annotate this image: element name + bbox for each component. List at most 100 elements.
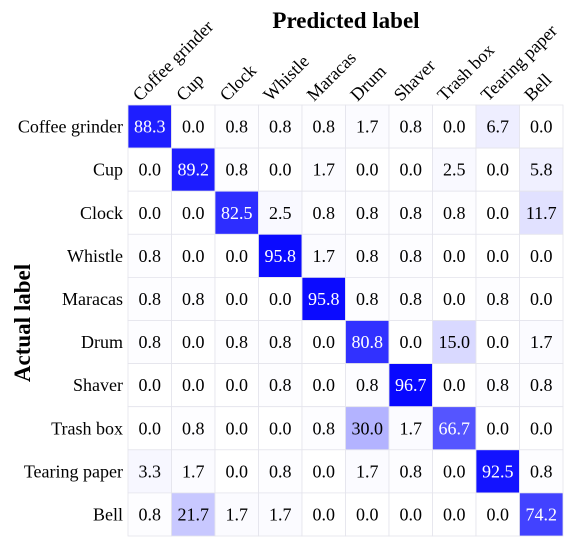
- heatmap-cell-6-7: [432, 363, 477, 408]
- cell-value-label-4-8: 0.8: [487, 289, 510, 309]
- cell-value-label-2-0: 0.0: [139, 203, 162, 223]
- heatmap-cell-2-9: [519, 190, 564, 235]
- row-label-clock: Clock: [80, 203, 123, 223]
- heatmap-cell-4-4: [301, 276, 346, 321]
- heatmap-cell-8-3: [258, 449, 303, 494]
- cell-value-label-3-1: 0.0: [182, 246, 205, 266]
- row-label-trash-box: Trash box: [51, 418, 123, 438]
- heatmap-cell-8-5: [345, 449, 390, 494]
- cell-value-label-3-7: 0.0: [443, 246, 466, 266]
- row-label-whistle: Whistle: [67, 246, 123, 266]
- heatmap-cell-4-9: [519, 276, 564, 321]
- cell-value-label-5-7: 15.0: [439, 332, 471, 352]
- column-label-bell: Bell: [520, 69, 555, 104]
- cell-value-label-7-0: 0.0: [139, 418, 162, 438]
- cell-value-label-2-4: 0.8: [313, 203, 336, 223]
- cell-value-label-9-3: 1.7: [269, 504, 292, 524]
- cell-value-label-7-5: 30.0: [352, 418, 384, 438]
- heatmap-cell-7-8: [475, 406, 520, 451]
- cell-value-label-5-0: 0.8: [139, 332, 162, 352]
- cell-value-label-0-3: 0.8: [269, 117, 292, 137]
- cell-value-label-4-1: 0.8: [182, 289, 205, 309]
- cell-value-label-8-2: 0.0: [226, 461, 249, 481]
- cell-value-label-7-7: 66.7: [439, 418, 471, 438]
- cell-value-label-5-9: 1.7: [530, 332, 553, 352]
- cell-value-label-2-7: 0.8: [443, 203, 466, 223]
- cell-value-label-6-2: 0.0: [226, 375, 249, 395]
- cell-value-label-0-9: 0.0: [530, 117, 553, 137]
- cell-value-label-2-3: 2.5: [269, 203, 292, 223]
- cell-value-label-5-4: 0.0: [313, 332, 336, 352]
- heatmap-cell-0-7: [432, 104, 477, 149]
- heatmap-cell-2-6: [388, 190, 433, 235]
- cell-value-label-3-9: 0.0: [530, 246, 553, 266]
- heatmap-cell-8-9: [519, 449, 564, 494]
- heatmap-cell-3-2: [214, 233, 259, 278]
- cell-value-label-6-6: 96.7: [395, 375, 427, 395]
- heatmap-cell-7-2: [214, 406, 259, 451]
- cell-value-label-3-4: 1.7: [313, 246, 336, 266]
- cell-value-label-3-2: 0.0: [226, 246, 249, 266]
- heatmap-cell-7-3: [258, 406, 303, 451]
- heatmap-cell-8-7: [432, 449, 477, 494]
- column-label-shaver: Shaver: [390, 55, 439, 104]
- heatmap-cell-8-4: [301, 449, 346, 494]
- cell-value-label-7-1: 0.8: [182, 418, 205, 438]
- heatmap-cell-3-6: [388, 233, 433, 278]
- heatmap-cell-6-6: [388, 363, 433, 408]
- heatmap-cell-1-9: [519, 147, 564, 192]
- heatmap-cell-9-8: [475, 492, 520, 537]
- cell-value-label-9-7: 0.0: [443, 504, 466, 524]
- heatmap-cell-3-7: [432, 233, 477, 278]
- cell-value-label-9-5: 0.0: [356, 504, 379, 524]
- row-label-drum: Drum: [81, 332, 123, 352]
- cell-value-label-5-3: 0.8: [269, 332, 292, 352]
- heatmap-cell-0-2: [214, 104, 259, 149]
- cell-value-label-6-9: 0.8: [530, 375, 553, 395]
- cell-value-label-9-2: 1.7: [226, 504, 249, 524]
- heatmap-cell-9-9: [519, 492, 564, 537]
- heatmap-cell-1-3: [258, 147, 303, 192]
- cell-value-label-3-6: 0.8: [400, 246, 423, 266]
- heatmap-cell-5-5: [345, 320, 390, 364]
- heatmap-cell-9-1: [171, 492, 216, 537]
- cell-value-label-6-7: 0.0: [443, 375, 466, 395]
- heatmap-cell-3-1: [171, 233, 216, 278]
- cell-value-label-5-1: 0.0: [182, 332, 205, 352]
- cell-value-label-9-8: 0.0: [487, 504, 510, 524]
- cell-value-label-6-8: 0.8: [487, 375, 510, 395]
- cell-value-label-8-0: 3.3: [139, 461, 162, 481]
- cell-value-label-4-5: 0.8: [356, 289, 379, 309]
- heatmap-cell-5-8: [475, 320, 520, 364]
- cell-value-label-9-9: 74.2: [526, 504, 558, 524]
- heatmap-cell-5-0: [127, 320, 172, 364]
- cell-value-label-1-6: 0.0: [400, 160, 423, 180]
- cell-value-label-2-5: 0.8: [356, 203, 379, 223]
- y-axis-label: Actual label: [10, 264, 35, 382]
- heatmap-cell-7-9: [519, 406, 564, 451]
- cell-value-label-4-7: 0.0: [443, 289, 466, 309]
- cell-value-label-0-8: 6.7: [487, 117, 510, 137]
- cell-value-label-5-6: 0.0: [400, 332, 423, 352]
- heatmap-cell-9-7: [432, 492, 477, 537]
- heatmap-cell-8-0: [127, 449, 172, 494]
- cell-value-label-2-6: 0.8: [400, 203, 423, 223]
- cell-value-label-5-2: 0.8: [226, 332, 249, 352]
- row-label-maracas: Maracas: [62, 289, 123, 309]
- cell-value-label-7-2: 0.0: [226, 418, 249, 438]
- cell-value-label-1-9: 5.8: [530, 160, 553, 180]
- cell-value-label-4-3: 0.0: [269, 289, 292, 309]
- row-label-bell: Bell: [93, 504, 123, 524]
- cell-value-label-4-4: 95.8: [308, 289, 340, 309]
- heatmap-cell-5-4: [301, 320, 346, 364]
- heatmap-cell-0-8: [475, 104, 520, 149]
- cell-value-label-2-9: 11.7: [526, 203, 557, 223]
- cell-value-label-8-3: 0.8: [269, 461, 292, 481]
- cell-value-label-8-8: 92.5: [482, 461, 514, 481]
- heatmap-cell-2-3: [258, 190, 303, 235]
- heatmap-cell-5-1: [171, 320, 216, 364]
- cell-value-label-3-5: 0.8: [356, 246, 379, 266]
- heatmap-cell-0-9: [519, 104, 564, 149]
- cell-value-label-0-4: 0.8: [313, 117, 336, 137]
